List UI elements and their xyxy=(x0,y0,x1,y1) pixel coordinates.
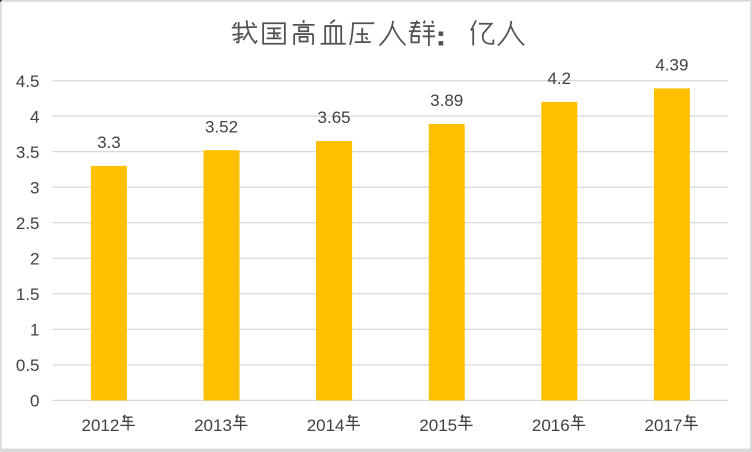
svg-text:2015: 2015 xyxy=(419,416,457,435)
svg-text:3.3: 3.3 xyxy=(97,133,121,152)
svg-text:3.52: 3.52 xyxy=(205,117,238,136)
svg-text:3.65: 3.65 xyxy=(318,108,351,127)
svg-text:2012: 2012 xyxy=(82,416,120,435)
svg-text:3.89: 3.89 xyxy=(430,91,463,110)
svg-text:3: 3 xyxy=(30,178,39,197)
svg-text:4: 4 xyxy=(30,107,39,126)
svg-text:2.5: 2.5 xyxy=(16,214,40,233)
svg-text:2013: 2013 xyxy=(194,416,232,435)
svg-text:2014: 2014 xyxy=(307,416,345,435)
svg-text:1: 1 xyxy=(30,321,39,340)
svg-text:1.5: 1.5 xyxy=(16,285,40,304)
svg-text:4.2: 4.2 xyxy=(547,69,571,88)
svg-text:3.5: 3.5 xyxy=(16,143,40,162)
svg-text:4.39: 4.39 xyxy=(655,56,688,75)
svg-text:2017: 2017 xyxy=(645,416,683,435)
svg-text:0.5: 0.5 xyxy=(16,356,40,375)
svg-text:0: 0 xyxy=(30,392,39,411)
svg-text:2016: 2016 xyxy=(532,416,570,435)
svg-text:2: 2 xyxy=(30,250,39,269)
svg-text:4.5: 4.5 xyxy=(16,72,40,91)
